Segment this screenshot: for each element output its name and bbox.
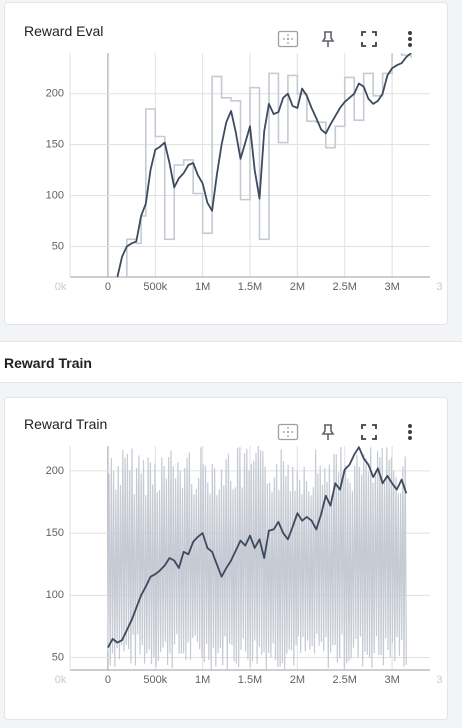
- fullscreen-button[interactable]: [357, 27, 381, 51]
- fit-domain-icon: [277, 423, 299, 441]
- chart-title: Reward Eval: [24, 23, 104, 39]
- fit-domain-icon: [277, 30, 299, 48]
- pin-button[interactable]: [316, 420, 340, 444]
- fullscreen-button[interactable]: [357, 420, 381, 444]
- fit-domain-button[interactable]: [276, 27, 300, 51]
- chart-card-reward-train: Reward Train: [4, 397, 448, 720]
- more-options-button[interactable]: [398, 420, 422, 444]
- chart-toolbar: [267, 19, 447, 59]
- section-title: Reward Train: [4, 355, 92, 371]
- pin-icon: [321, 31, 335, 47]
- fullscreen-icon: [361, 31, 377, 47]
- fullscreen-icon: [361, 424, 377, 440]
- pin-button[interactable]: [316, 27, 340, 51]
- more-vert-icon: [408, 31, 412, 47]
- section-header[interactable]: Reward Train: [0, 341, 462, 383]
- chart-toolbar: [267, 412, 447, 452]
- more-options-button[interactable]: [398, 27, 422, 51]
- more-vert-icon: [408, 424, 412, 440]
- chart-card-reward-eval: Reward Eval: [4, 2, 448, 325]
- pin-icon: [321, 424, 335, 440]
- fit-domain-button[interactable]: [276, 420, 300, 444]
- chart-title: Reward Train: [24, 416, 108, 432]
